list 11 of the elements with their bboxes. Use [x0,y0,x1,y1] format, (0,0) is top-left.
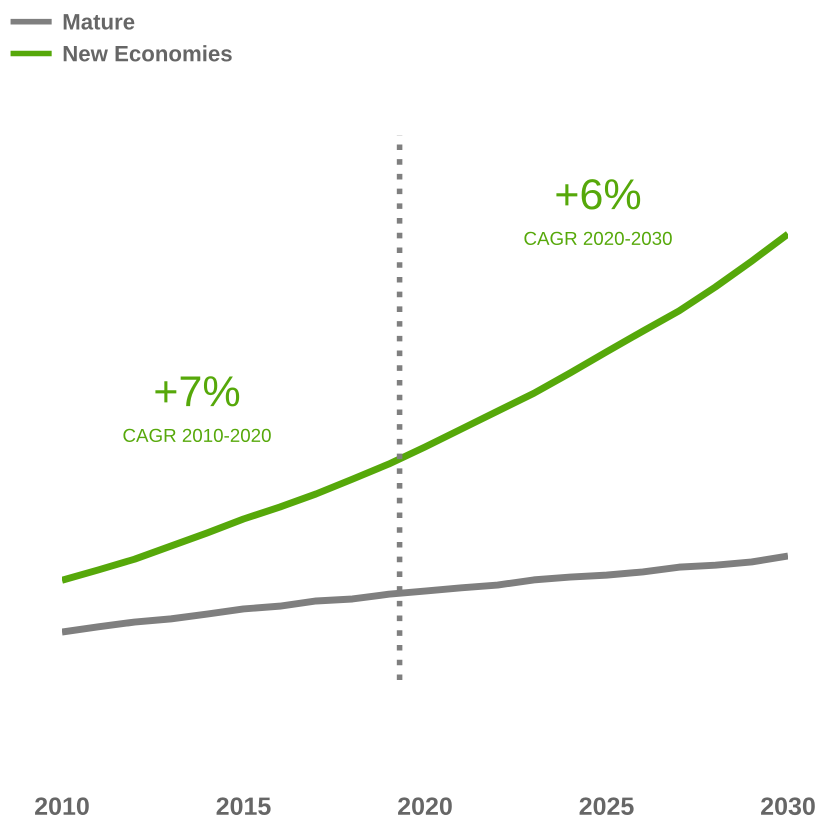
annotation: CAGR 2020-2030 [524,232,672,246]
x-tick-label: 2020 [398,797,452,816]
legend-label: New Economies [64,45,232,62]
annotation: CAGR 2010-2020 [123,428,271,442]
legend-label: Mature [64,14,134,30]
annotation: +7% [155,376,240,406]
x-tick-label: 2025 [580,797,634,816]
x-tick-label: 2015 [216,797,271,816]
x-tick-label: 2010 [35,797,89,816]
x-tick-label: 2030 [761,797,815,816]
text: +6% [556,179,640,210]
